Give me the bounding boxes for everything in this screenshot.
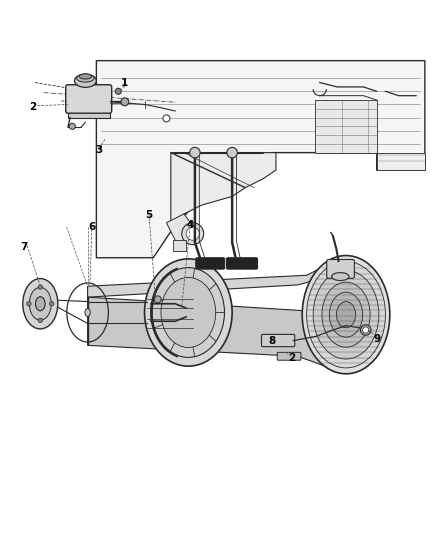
Polygon shape — [171, 152, 276, 223]
Circle shape — [38, 318, 42, 322]
Text: 7: 7 — [21, 242, 28, 252]
Ellipse shape — [313, 270, 379, 359]
Ellipse shape — [152, 268, 225, 358]
Text: 5: 5 — [145, 210, 152, 220]
Text: 8: 8 — [268, 336, 275, 346]
Circle shape — [227, 147, 237, 158]
Polygon shape — [96, 61, 425, 258]
Text: 4: 4 — [187, 220, 194, 230]
Text: 2: 2 — [29, 102, 36, 111]
Ellipse shape — [85, 309, 90, 317]
Ellipse shape — [307, 262, 385, 368]
Polygon shape — [315, 100, 377, 152]
Bar — [173, 240, 186, 251]
Ellipse shape — [336, 302, 356, 328]
Circle shape — [186, 227, 199, 240]
Ellipse shape — [35, 297, 45, 311]
FancyBboxPatch shape — [261, 334, 295, 346]
Ellipse shape — [29, 287, 51, 320]
Circle shape — [363, 327, 369, 333]
Ellipse shape — [322, 282, 370, 347]
Ellipse shape — [329, 292, 363, 337]
Polygon shape — [377, 152, 425, 170]
Polygon shape — [88, 255, 346, 297]
Circle shape — [360, 325, 371, 335]
Ellipse shape — [145, 259, 232, 366]
Circle shape — [190, 147, 200, 158]
Ellipse shape — [77, 74, 94, 82]
Text: 1: 1 — [121, 78, 128, 88]
Circle shape — [182, 223, 204, 245]
Polygon shape — [166, 214, 197, 249]
FancyBboxPatch shape — [327, 260, 354, 278]
Text: 9: 9 — [373, 334, 380, 344]
Circle shape — [154, 296, 161, 303]
Circle shape — [163, 115, 170, 122]
FancyBboxPatch shape — [226, 258, 258, 269]
Ellipse shape — [74, 74, 96, 87]
Ellipse shape — [332, 273, 349, 280]
Ellipse shape — [302, 255, 390, 374]
Circle shape — [27, 302, 31, 306]
Circle shape — [49, 302, 54, 306]
Text: 2: 2 — [288, 353, 295, 364]
Circle shape — [69, 123, 75, 130]
Text: 6: 6 — [88, 222, 95, 232]
Polygon shape — [68, 111, 110, 118]
Ellipse shape — [79, 74, 92, 79]
Circle shape — [38, 285, 42, 289]
Polygon shape — [88, 297, 346, 374]
Ellipse shape — [23, 279, 58, 329]
Text: 3: 3 — [95, 146, 102, 156]
FancyBboxPatch shape — [196, 258, 225, 269]
Circle shape — [121, 98, 129, 106]
Circle shape — [115, 88, 121, 94]
Ellipse shape — [161, 278, 215, 348]
FancyBboxPatch shape — [66, 85, 112, 113]
FancyBboxPatch shape — [277, 352, 301, 360]
